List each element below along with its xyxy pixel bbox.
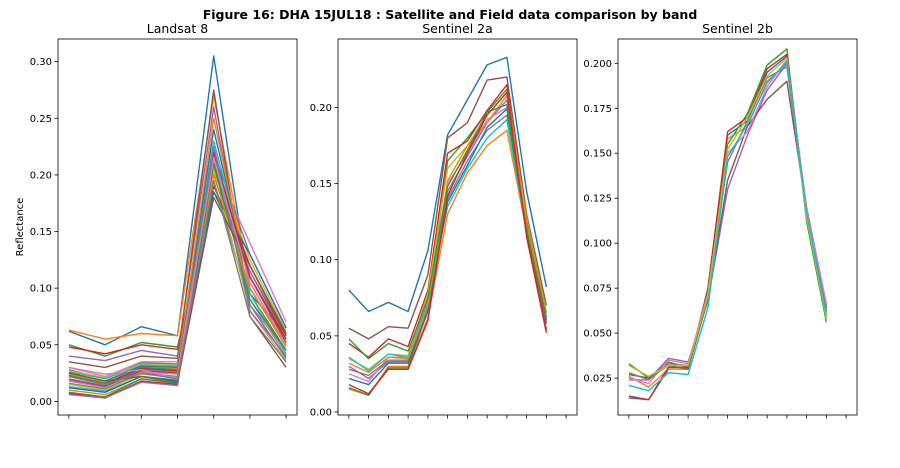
panel-title: Landsat 8 <box>147 21 209 36</box>
y-tick-label: 0.10 <box>310 255 332 266</box>
chart-panel-2: Sentinel 2a 0.00 0.05 0.10 0.15 0.20 <box>310 21 578 419</box>
y-tick-label: 0.05 <box>310 331 332 342</box>
y-tick-label: 0.15 <box>310 179 332 190</box>
y-tick-label: 0.200 <box>583 59 612 70</box>
series-line-10 <box>348 118 548 372</box>
y-tick-label: 0.25 <box>30 114 52 125</box>
y-tick-label: 0.025 <box>583 374 612 385</box>
series-line-9 <box>628 57 828 377</box>
y-tick-label: 0.05 <box>30 340 52 351</box>
series-line-6 <box>628 80 828 379</box>
plot-frame <box>337 38 578 416</box>
figure-title: Figure 16: DHA 15JUL18 : Satellite and F… <box>203 7 698 22</box>
y-tick-label: 0.075 <box>583 284 612 295</box>
series-line-10 <box>628 60 828 392</box>
series-line-14 <box>348 91 548 395</box>
series-line-1 <box>348 56 548 313</box>
series-line-4 <box>628 53 828 401</box>
series-line-13 <box>348 103 548 360</box>
y-tick-label: 0.20 <box>30 170 52 181</box>
y-tick-label: 0.20 <box>310 103 332 114</box>
plot-frame <box>57 38 298 416</box>
y-tick-label: 0.150 <box>583 149 612 160</box>
series-line-3 <box>628 48 828 379</box>
series-line-6 <box>68 89 287 369</box>
y-tick-label: 0.175 <box>583 104 612 115</box>
panel-title: Sentinel 2a <box>422 21 493 36</box>
y-axis-label: Reflectance <box>15 198 26 257</box>
series-line-5 <box>628 62 828 381</box>
series-group <box>348 56 548 396</box>
chart-panel-3: Sentinel 2b 0.025 0.050 0.075 0.100 0.125 0.15… <box>583 21 858 419</box>
series-group <box>68 55 287 399</box>
y-tick-label: 0.00 <box>30 397 52 408</box>
y-tick-label: 0.125 <box>583 194 612 205</box>
series-line-4 <box>68 185 287 355</box>
chart-panels: Landsat 8 Reflectance 0.00 0.05 0.10 0.15 0.20… <box>15 21 858 419</box>
y-tick-label: 0.10 <box>30 284 52 295</box>
series-line-1 <box>68 55 287 346</box>
series-line-2 <box>628 62 828 388</box>
y-tick-label: 0.100 <box>583 239 612 250</box>
series-line-1 <box>628 55 828 401</box>
y-tick-label: 0.15 <box>30 227 52 238</box>
series-line-6 <box>348 76 548 340</box>
series-line-7 <box>628 59 828 385</box>
series-line-28 <box>68 179 287 386</box>
y-tick-label: 0.30 <box>30 57 52 68</box>
series-line-26 <box>68 196 287 383</box>
y-tick-label: 0.050 <box>583 329 612 340</box>
series-group <box>628 48 828 401</box>
series-line-2 <box>68 94 287 346</box>
y-tick-label: 0.00 <box>310 407 332 418</box>
chart-panel-1: Landsat 8 Reflectance 0.00 0.05 0.10 0.15 0.20… <box>15 21 298 419</box>
panel-title: Sentinel 2b <box>702 21 773 36</box>
series-line-25 <box>68 145 287 399</box>
series-line-8 <box>628 66 828 381</box>
plot-frame <box>617 38 858 416</box>
